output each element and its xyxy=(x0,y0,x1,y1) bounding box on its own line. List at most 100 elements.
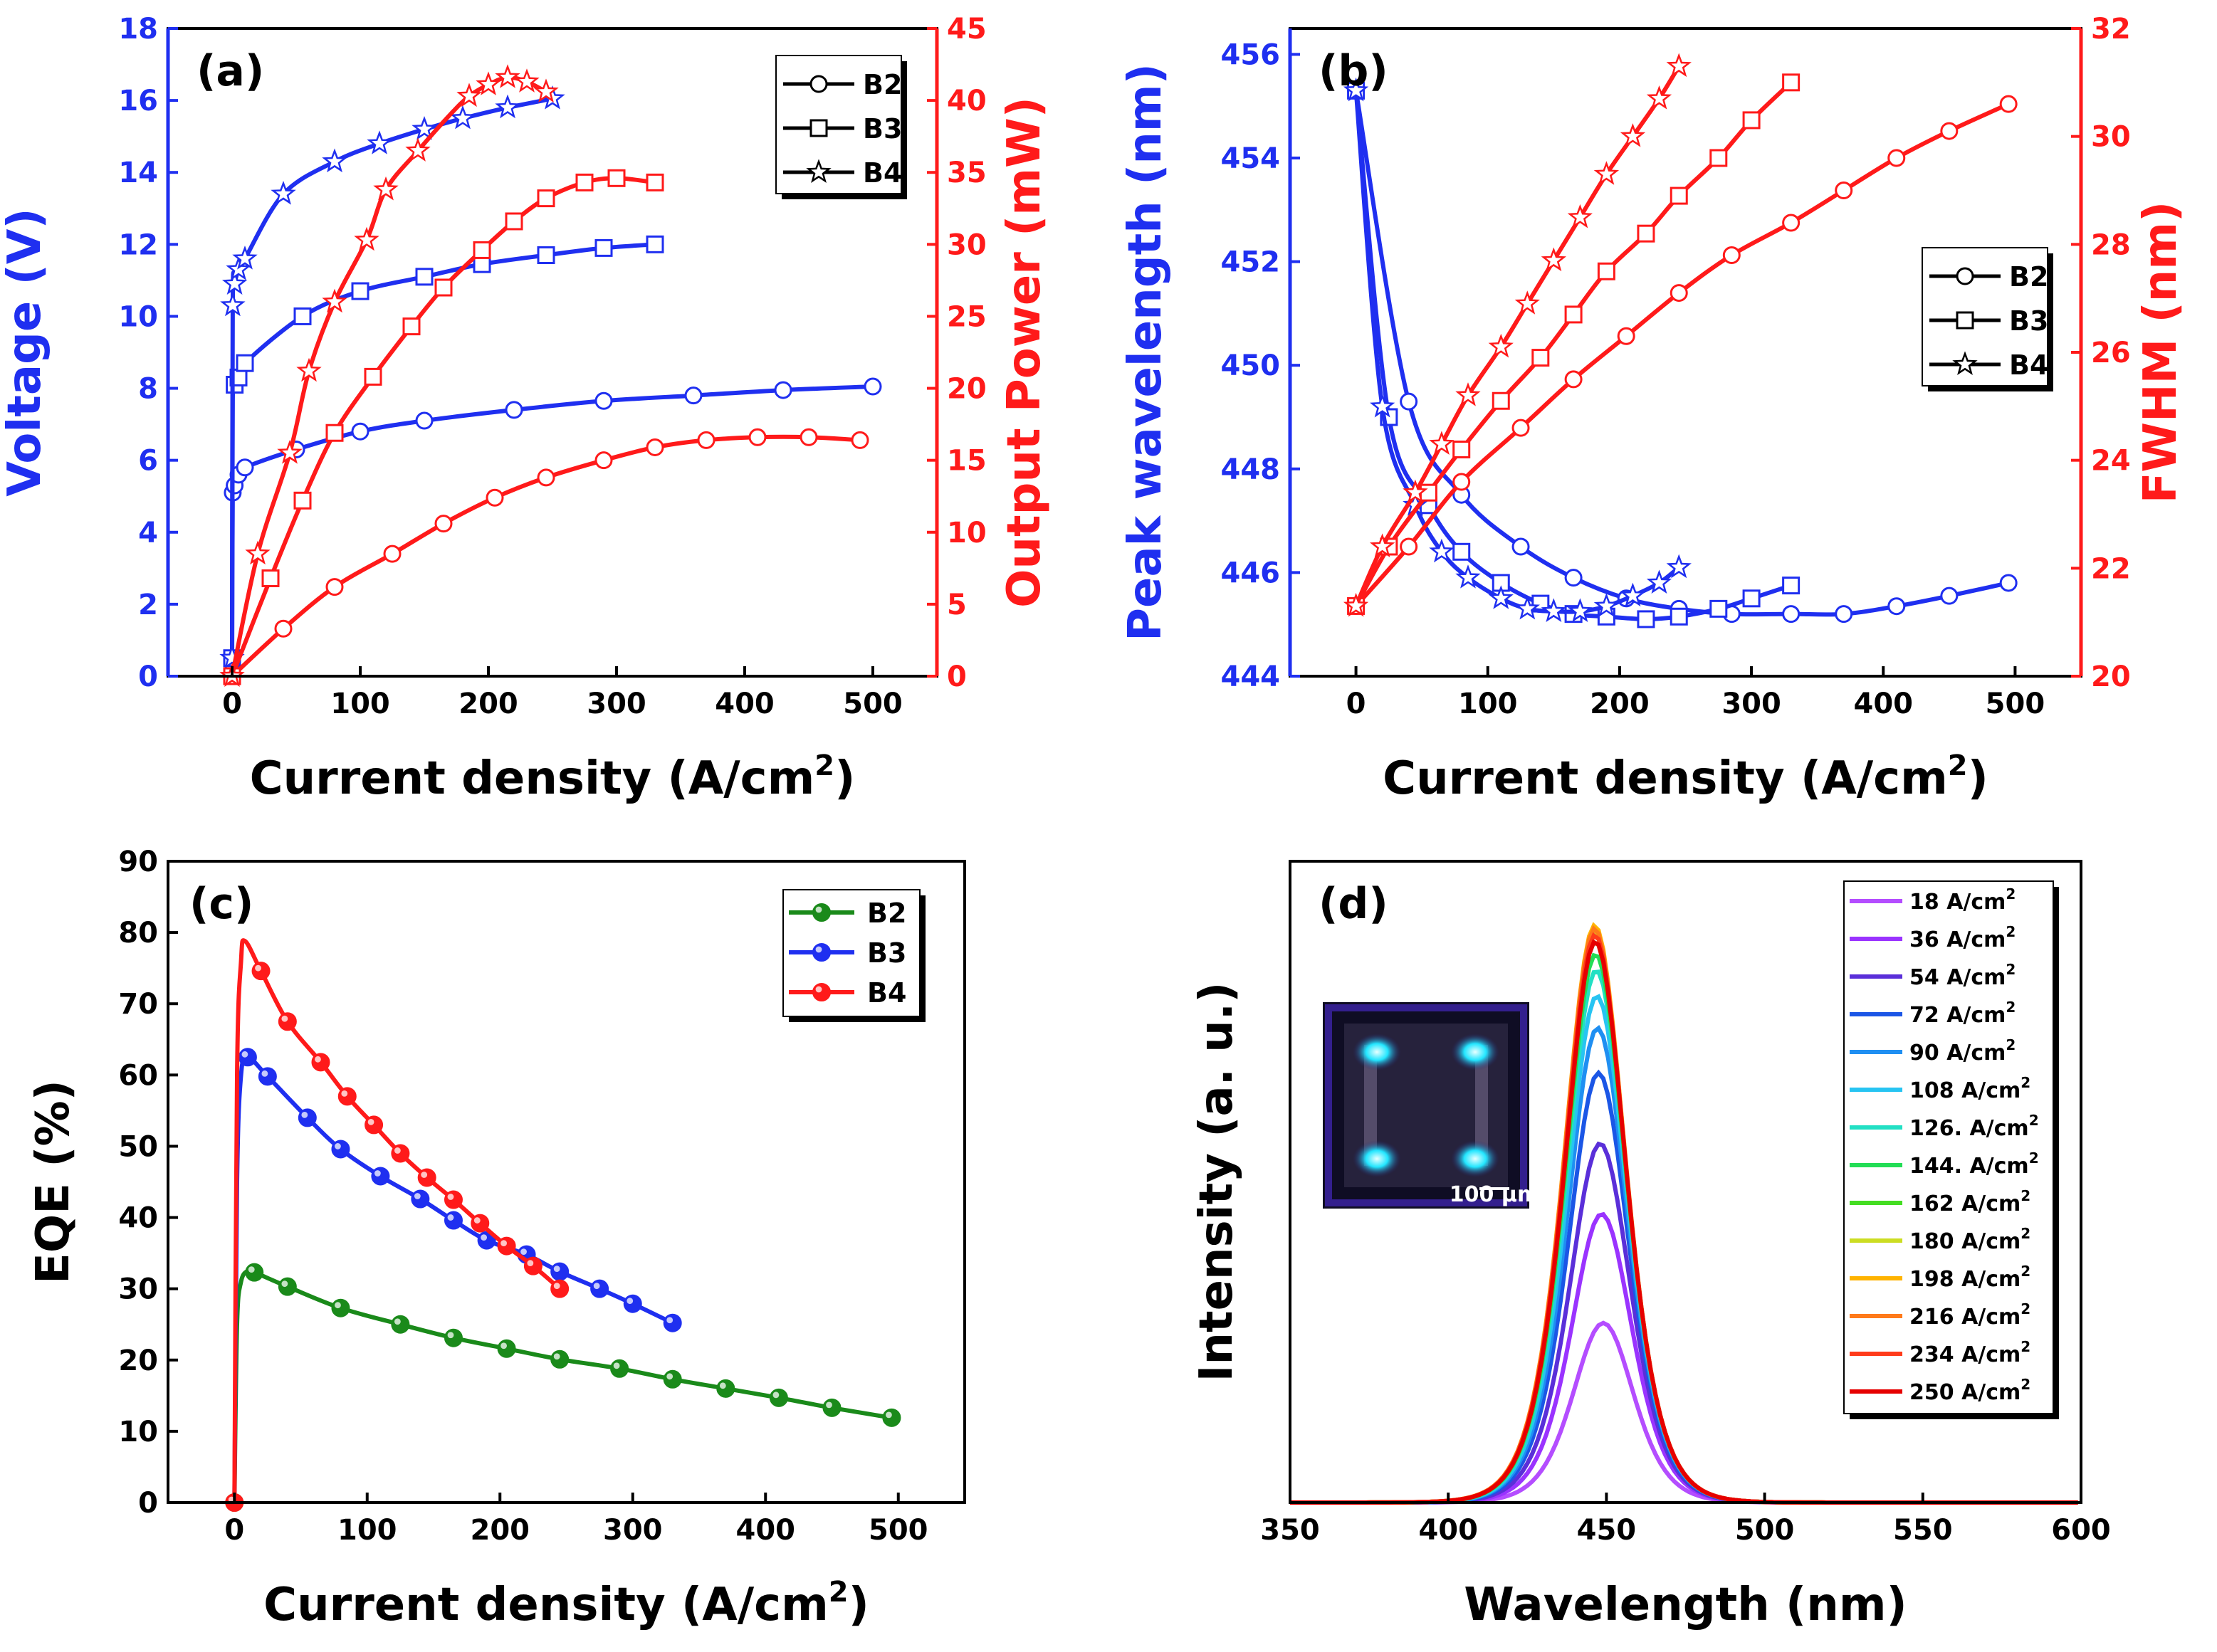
data-point-marker xyxy=(417,1168,436,1187)
series-b4 xyxy=(225,938,570,1512)
data-point-marker xyxy=(1400,392,1418,411)
data-point-marker xyxy=(1488,333,1514,358)
legend-label: B2 xyxy=(863,69,902,100)
data-point-marker xyxy=(1782,73,1801,92)
data-point-marker xyxy=(1564,305,1583,324)
x-tick-label: 100 xyxy=(337,1514,397,1547)
y-tick-label: 456 xyxy=(1221,38,1281,71)
data-point-marker xyxy=(1567,598,1593,622)
x-tick-label: 300 xyxy=(603,1514,663,1547)
data-point-marker xyxy=(1940,122,1959,140)
data-point-marker xyxy=(278,1012,297,1031)
y-tick-label: 14 xyxy=(118,157,158,189)
data-point-marker xyxy=(364,367,382,386)
data-point-marker xyxy=(497,1236,516,1256)
marker-highlight xyxy=(473,1217,481,1224)
data-point-marker xyxy=(296,357,322,382)
data-point-marker xyxy=(1670,284,1688,302)
x-tick-label: 400 xyxy=(736,1514,796,1547)
data-point-marker xyxy=(1646,569,1672,594)
y-tick-label: 444 xyxy=(1221,661,1281,693)
y-tick-label: 60 xyxy=(118,1059,158,1092)
data-point-marker xyxy=(331,1140,350,1159)
marker-body xyxy=(311,1053,330,1072)
marker-highlight xyxy=(421,1172,428,1178)
legend-label-sup: 2 xyxy=(2029,1112,2039,1129)
data-point-marker xyxy=(495,64,520,88)
marker-body xyxy=(882,1408,901,1427)
y2-tick-label: 22 xyxy=(2091,552,2131,585)
legend-label: 90 A/cm2 xyxy=(1909,1036,2016,1066)
data-point-marker xyxy=(769,1388,788,1407)
data-point-marker xyxy=(1709,599,1728,618)
data-point-marker xyxy=(822,1398,842,1417)
marker-highlight xyxy=(281,1015,288,1022)
x-axis-label: Current density (A/cm2) xyxy=(263,1576,869,1631)
data-point-marker xyxy=(1597,262,1615,280)
legend-label-main: 126. A/cm xyxy=(1909,1116,2029,1141)
data-point-marker xyxy=(331,1298,350,1317)
data-point-marker xyxy=(594,451,613,470)
series-b4-left xyxy=(219,85,565,669)
data-point-marker xyxy=(1593,161,1620,185)
marker-body xyxy=(523,1256,543,1275)
marker-highlight xyxy=(815,986,822,993)
marker-highlight xyxy=(627,1298,634,1305)
marker-highlight xyxy=(719,1382,726,1389)
legend-label-main: 54 A/cm xyxy=(1909,965,2006,990)
inset-trace-left xyxy=(1364,1045,1377,1166)
y2-tick-label: 0 xyxy=(947,661,967,693)
legend-label-main: 36 A/cm xyxy=(1909,927,2006,952)
y-axis-label: EQE (%) xyxy=(27,1080,80,1284)
legend-label-sup: 2 xyxy=(2021,1300,2030,1317)
data-point-marker xyxy=(550,1279,570,1298)
data-point-marker xyxy=(1564,569,1583,587)
legend-label-sup: 2 xyxy=(2021,1187,2030,1204)
legend-label: 126. A/cm2 xyxy=(1909,1112,2039,1141)
legend-item-10: 180 A/cm2 xyxy=(1850,1225,2030,1254)
marker-highlight xyxy=(481,1234,487,1241)
data-point-marker xyxy=(402,317,421,336)
data-point-marker xyxy=(1429,538,1455,563)
series-b2-left xyxy=(223,377,882,668)
marker-highlight xyxy=(886,1411,892,1419)
data-point-marker xyxy=(434,515,453,533)
data-point-marker xyxy=(697,431,716,449)
data-point-marker xyxy=(450,105,476,130)
y-tick-label: 10 xyxy=(118,1416,158,1448)
data-point-marker xyxy=(550,1262,570,1281)
legend-label: B3 xyxy=(2009,305,2048,337)
panel-label: (a) xyxy=(196,46,264,96)
x-tick-label: 350 xyxy=(1260,1514,1320,1547)
legend-label: 72 A/cm2 xyxy=(1909,999,2016,1028)
data-point-marker xyxy=(232,246,258,270)
legend-label-sup: 2 xyxy=(2021,1263,2030,1280)
x-tick-label: 550 xyxy=(1893,1514,1953,1547)
inset-scale-label: 100 µm xyxy=(1450,1182,1539,1207)
data-point-marker xyxy=(864,377,882,396)
data-point-marker xyxy=(1370,393,1395,418)
data-point-marker xyxy=(444,1190,463,1209)
legend-label-sup: 2 xyxy=(2006,885,2016,903)
data-point-marker xyxy=(1835,605,1853,624)
data-point-marker xyxy=(1492,391,1510,410)
y2-tick-label: 10 xyxy=(947,517,987,549)
data-point-marker xyxy=(258,1067,277,1086)
data-point-marker xyxy=(1370,533,1395,557)
series-b4-right xyxy=(219,64,559,687)
marker-body xyxy=(663,1369,682,1389)
data-point-marker xyxy=(391,1144,410,1163)
marker-body xyxy=(251,962,271,981)
data-point-marker xyxy=(1419,483,1437,502)
inset-led-spot-3 xyxy=(1353,1140,1401,1177)
x-axis-label-main: Current density (A/cm xyxy=(1383,752,1948,805)
data-point-marker xyxy=(575,173,594,191)
data-point-marker xyxy=(277,440,303,464)
legend-marker xyxy=(806,159,832,183)
y2-tick-label: 5 xyxy=(947,589,967,621)
marker-highlight xyxy=(553,1266,560,1273)
data-point-marker xyxy=(684,386,703,405)
marker-body xyxy=(590,1279,609,1298)
y-tick-label: 18 xyxy=(118,13,158,46)
